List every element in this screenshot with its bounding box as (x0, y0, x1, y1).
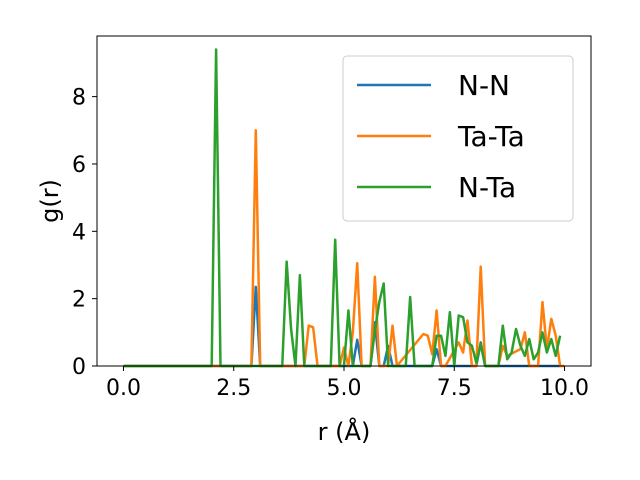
y-tick-label: 4 (72, 220, 86, 245)
legend-label: N-Ta (458, 171, 516, 204)
y-axis: 0 2 4 6 8 (72, 86, 97, 380)
legend-box (342, 55, 574, 222)
y-tick-label: 2 (72, 288, 86, 313)
y-tick-label: 0 (72, 355, 86, 380)
x-tick-label: 0.0 (106, 376, 141, 401)
x-tick-label: 2.5 (216, 376, 251, 401)
legend-label: N-N (458, 69, 510, 102)
legend: N-N Ta-Ta N-Ta (342, 55, 574, 222)
x-axis: 0.0 2.5 5.0 7.5 10.0 (106, 366, 589, 401)
y-axis-label: g(r) (36, 179, 64, 223)
x-tick-label: 7.5 (437, 376, 472, 401)
x-axis-label: r (Å) (318, 417, 371, 446)
legend-label: Ta-Ta (457, 120, 525, 153)
y-tick-label: 6 (72, 153, 86, 178)
series-line-2 (123, 48, 562, 368)
y-tick-label: 8 (72, 86, 86, 111)
x-tick-label: 10.0 (540, 376, 589, 401)
x-tick-label: 5.0 (327, 376, 362, 401)
